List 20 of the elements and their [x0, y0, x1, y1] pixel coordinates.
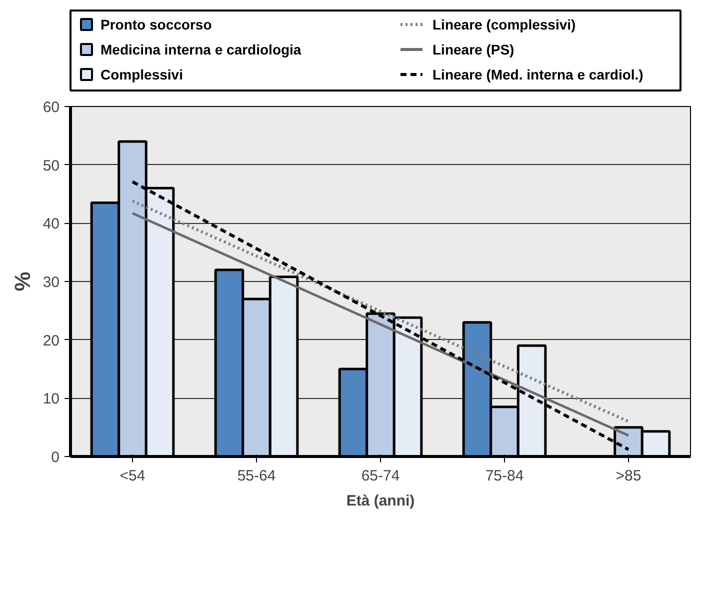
x-axis-title: Età (anni): [346, 492, 415, 510]
y-tick-label: 40: [42, 216, 60, 233]
legend-label: Medicina interna e cardiologia: [100, 42, 302, 58]
legend-label: Pronto soccorso: [100, 16, 212, 32]
y-tick-label: 0: [51, 449, 60, 466]
legend-label: Lineare (PS): [432, 42, 514, 58]
y-tick-label: 10: [42, 390, 60, 408]
x-tick-label: 75-84: [485, 468, 524, 484]
legend-label: Lineare (complessivi): [432, 16, 576, 32]
y-tick-label: 60: [42, 99, 60, 116]
x-tick-label: 55-64: [237, 468, 276, 484]
y-tick-label: 20: [42, 332, 60, 350]
x-tick-label: <54: [120, 468, 146, 484]
legend-label: Complessivi: [100, 66, 183, 82]
x-tick-label: >85: [616, 468, 642, 484]
y-axis-title: %: [10, 272, 35, 292]
legend-label: Lineare (Med. interna e cardiol.): [432, 66, 644, 82]
y-tick-label: 50: [42, 157, 60, 174]
x-tick-label: 65-74: [361, 468, 400, 484]
y-tick-label: 30: [42, 274, 60, 291]
